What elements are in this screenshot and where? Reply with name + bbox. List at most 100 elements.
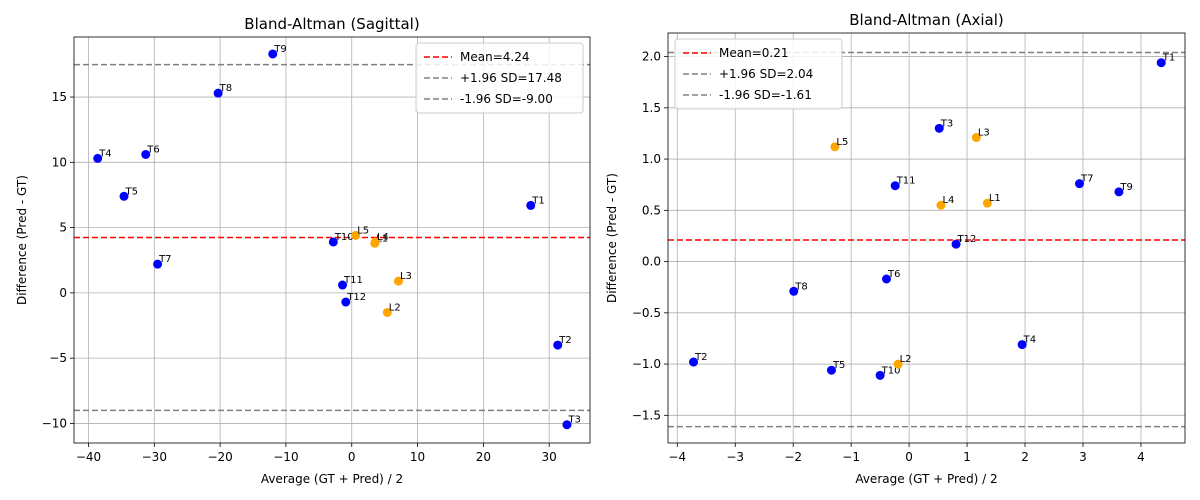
point-label: T4 [1023,335,1036,346]
point-label: T5 [832,360,845,371]
point-label: T2 [558,335,571,346]
point-t9 [268,49,278,59]
point-label: L2 [900,354,912,365]
point-label: L1 [989,193,1001,204]
point-label: T7 [158,254,171,265]
point-label: T5 [125,186,138,197]
point-t9 [1114,187,1124,197]
point-label: T7 [1080,174,1093,185]
y-tick-label: 5 [59,221,67,235]
legend-entry: -1.96 SD=-1.61 [719,88,812,102]
x-tick-label: 20 [476,450,491,464]
chart-panel-2: T1 T2 T3 T4 T5 T6 T7 T8 T9 T10 T11 T12 L1 L2 L3 L4 L5 −4 −… [605,11,1186,486]
point-t3 [934,123,944,133]
y-tick-label: 1.0 [642,152,661,166]
point-label: L1 [376,233,388,244]
y-tick-label: 15 [52,90,67,104]
point-label: T6 [146,144,159,155]
point-label: L5 [836,137,848,148]
legend-box [674,38,843,110]
x-tick-label: 10 [410,450,425,464]
point-label: T1 [531,195,544,206]
point-t5 [826,365,836,375]
point-label: L5 [357,225,369,236]
point-t1 [1156,58,1166,68]
point-label: T12 [346,292,366,303]
point-label: T12 [957,234,977,245]
legend: Mean=4.24 +1.96 SD=17.48 -1.96 SD=-9.00 [415,42,584,114]
y-tick-label: −5 [49,351,67,365]
y-tick-label: −1.0 [632,357,661,371]
y-tick-label: 10 [52,155,67,169]
x-tick-label: −2 [784,450,802,464]
point-label: L4 [942,195,954,206]
point-label: T1 [1162,53,1175,64]
x-tick-label: −10 [273,450,298,464]
point-l1 [982,198,992,208]
point-label: T11 [343,275,363,286]
x-axis-label: Average (GT + Pred) / 2 [855,472,997,486]
point-l4 [936,200,946,210]
point-t6 [882,274,892,284]
point-label: T8 [794,281,807,292]
axes-frame [667,32,1186,444]
point-t12 [951,239,961,249]
y-tick-label: 1.5 [642,101,661,115]
point-t11 [890,181,900,191]
y-tick-label: −0.5 [632,306,661,320]
y-tick-label: 2.0 [642,50,661,64]
y-tick-label: 0.0 [642,255,661,269]
y-tick-label: −10 [42,416,67,430]
point-label: L2 [389,302,401,313]
point-l5 [830,142,840,152]
point-label: T4 [98,148,111,159]
y-axis-label: Difference (Pred - GT) [605,173,619,303]
legend-entry: -1.96 SD=-9.00 [460,92,553,106]
x-tick-label: 0 [905,450,913,464]
legend-entry: +1.96 SD=2.04 [719,67,813,81]
point-l2 [893,359,903,369]
x-tick-label: −4 [668,450,686,464]
x-tick-label: −3 [726,450,744,464]
point-t10 [875,370,885,380]
point-label: T11 [896,176,916,187]
x-tick-label: −20 [207,450,232,464]
chart-title: Bland-Altman (Sagittal) [244,15,419,33]
point-t8 [789,286,799,296]
point-label: T10 [881,365,901,376]
y-axis-label: Difference (Pred - GT) [15,175,29,305]
legend: Mean=0.21 +1.96 SD=2.04 -1.96 SD=-1.61 [674,38,843,110]
point-t1 [526,200,536,210]
y-tick-label: 0.5 [642,203,661,217]
point-t10 [328,237,338,247]
legend-entry: Mean=4.24 [460,50,529,64]
point-l5 [351,230,361,240]
point-label: T2 [694,352,707,363]
legend-box [415,42,584,114]
point-t8 [213,88,223,98]
point-label: L3 [978,128,990,139]
point-t3 [562,420,572,430]
point-label: T3 [567,415,580,426]
point-label: T10 [334,232,354,243]
point-t11 [338,280,348,290]
x-tick-label: 3 [1079,450,1087,464]
point-label: T6 [887,269,900,280]
point-t4 [1017,340,1027,350]
point-t4 [93,153,103,163]
point-label: T9 [1119,182,1132,193]
y-tick-label: 0 [59,286,67,300]
point-t7 [153,259,163,269]
point-t2 [553,340,563,350]
x-tick-label: −40 [76,450,101,464]
chart-title: Bland-Altman (Axial) [849,11,1004,29]
x-tick-label: 2 [1021,450,1029,464]
x-tick-label: −30 [142,450,167,464]
point-l3 [393,276,403,286]
point-t7 [1075,179,1085,189]
point-label: L4 [377,232,389,243]
x-tick-label: 1 [963,450,971,464]
point-t6 [141,149,151,159]
x-tick-label: −1 [842,450,860,464]
